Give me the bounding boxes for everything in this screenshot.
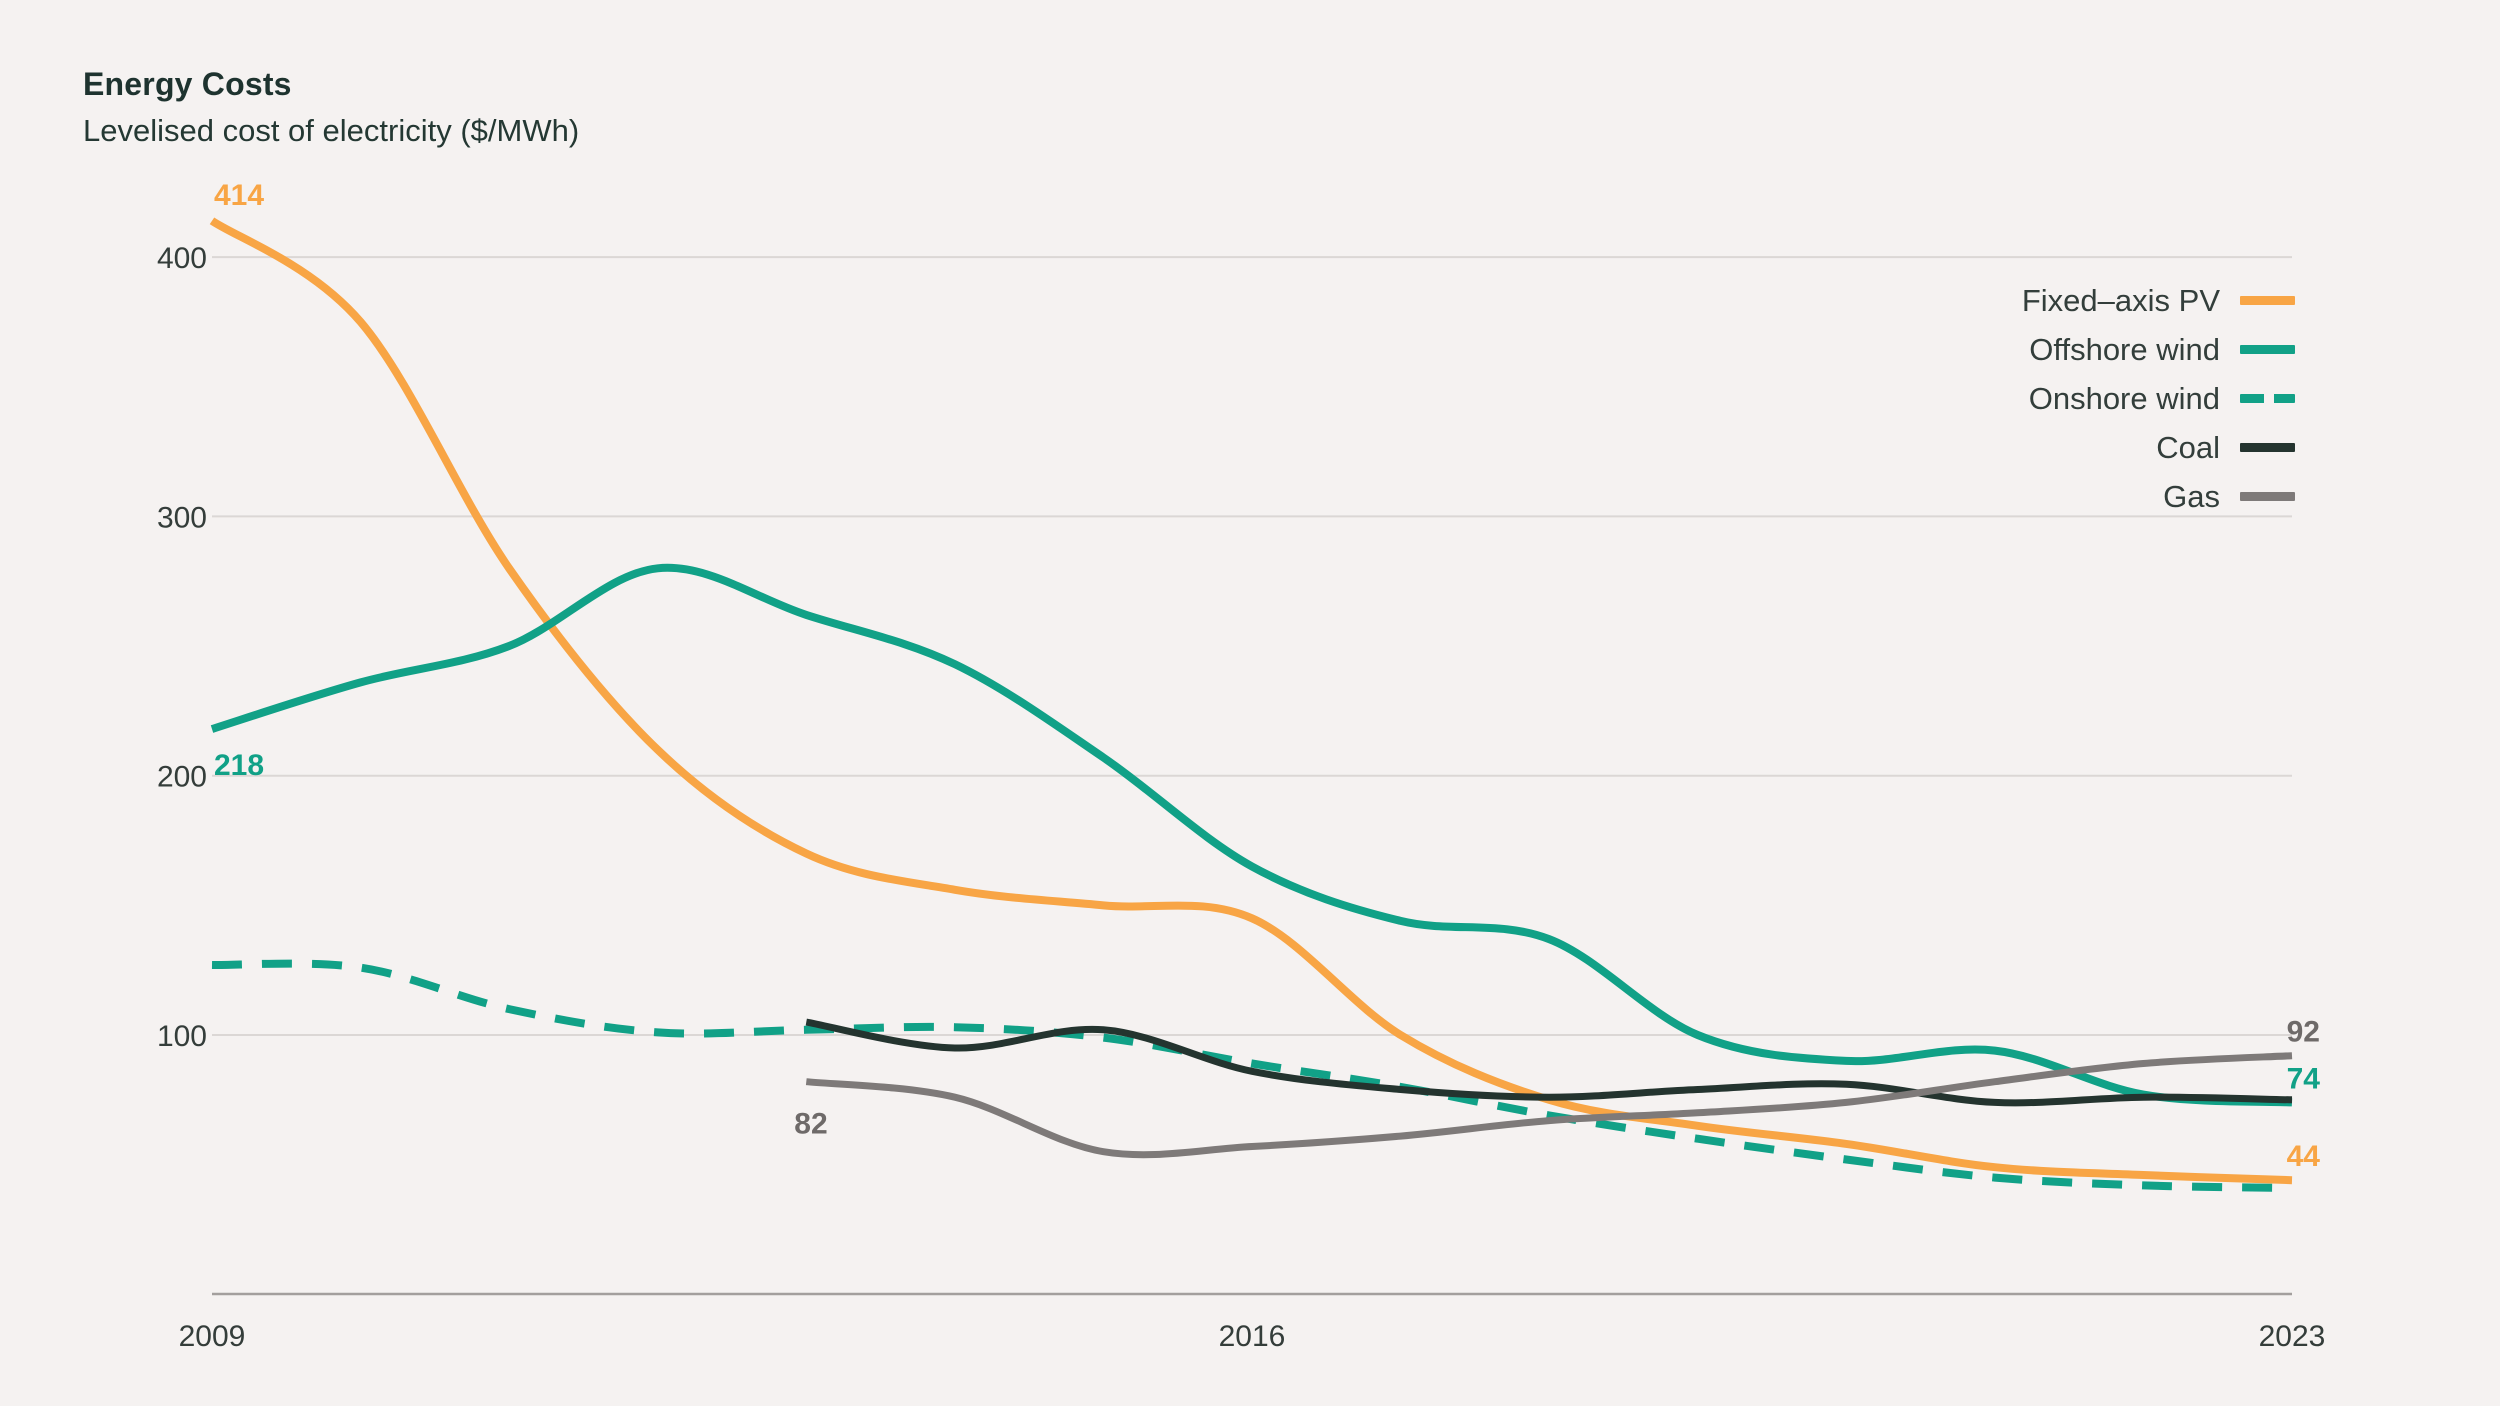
legend-label-gas: Gas [2163,478,2220,514]
series-line-coal [805,1018,2293,1107]
series-line-fixed-axis-pv [209,217,2293,1185]
value-label-74: 74 [2287,1062,2321,1095]
y-tick-label-100: 100 [157,1020,207,1053]
legend-label-onshore-wind: Onshore wind [2028,380,2220,416]
page-title: Energy Costs [83,66,292,102]
x-tick-label-2009: 2009 [179,1320,246,1353]
legend-swatch-gas [2240,492,2295,501]
legend-item-gas: Gas [2022,472,2295,521]
value-label-414: 414 [214,179,264,212]
legend-item-offshore-wind: Offshore wind [2022,325,2295,374]
legend-swatch-onshore-wind [2240,394,2295,403]
legend-label-offshore-wind: Offshore wind [2029,331,2220,367]
value-label-218: 218 [214,749,264,782]
x-tick-label-2023: 2023 [2259,1320,2326,1353]
legend-item-coal: Coal [2022,423,2295,472]
value-label-82: 82 [794,1108,827,1141]
value-label-44: 44 [2287,1140,2321,1173]
legend-item-fixed-axis-pv: Fixed–axis PV [2022,276,2295,325]
y-tick-label-400: 400 [157,242,207,275]
legend-item-onshore-wind: Onshore wind [2022,374,2295,423]
page-subtitle: Levelised cost of electricity ($/MWh) [83,113,580,148]
value-label-92: 92 [2287,1016,2320,1049]
legend-swatch-offshore-wind [2240,345,2295,354]
legend-label-fixed-axis-pv: Fixed–axis PV [2021,282,2220,318]
series-line-onshore-wind [211,959,2293,1192]
series-line-gas [805,1052,2293,1159]
legend-swatch-fixed-axis-pv [2240,296,2295,305]
y-tick-label-300: 300 [157,501,207,534]
chart-legend: Fixed–axis PV Offshore wind Onshore wind Co… [2022,276,2295,521]
chart-header: Energy Costs Levelised cost of electrici… [83,66,579,149]
legend-swatch-coal [2240,443,2295,452]
series-line-offshore-wind [210,563,2293,1107]
legend-label-coal: Coal [2156,429,2220,465]
x-tick-label-2016: 2016 [1219,1320,1286,1353]
y-tick-label-200: 200 [157,761,207,794]
